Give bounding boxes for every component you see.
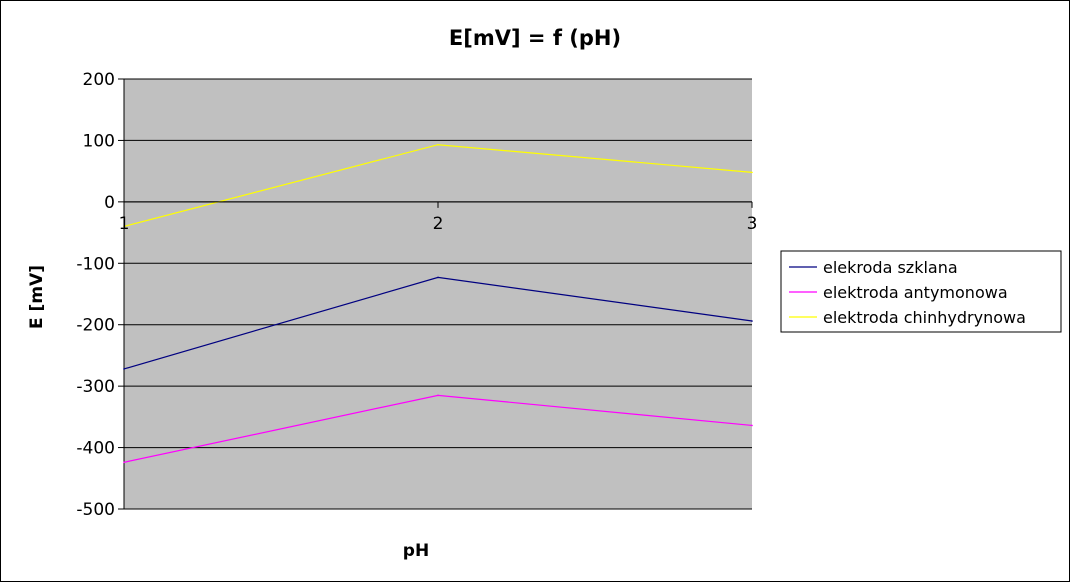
legend-box xyxy=(780,250,1062,333)
data-point xyxy=(437,143,439,146)
legend-items: elekroda szklana elektroda antymonowa elek… xyxy=(789,258,1026,327)
data-point xyxy=(437,276,439,279)
data-point xyxy=(751,424,753,427)
y-tick-label: 200 xyxy=(83,70,115,90)
y-tick-label: -400 xyxy=(76,439,115,459)
x-tick-label: 2 xyxy=(433,214,444,234)
data-point xyxy=(437,394,439,397)
y-tick-label: -300 xyxy=(76,377,115,397)
y-tick-label: 0 xyxy=(104,193,115,213)
legend: elekroda szklana elektroda antymonowa elek… xyxy=(780,250,1062,333)
plot-area xyxy=(124,79,752,509)
chart-title: E[mV] = f (pH) xyxy=(449,26,621,50)
legend-label: elektroda chinhydrynowa xyxy=(823,308,1026,327)
y-tick-label: -100 xyxy=(76,254,115,274)
y-axis-title: E [mV] xyxy=(27,265,47,329)
legend-label: elekroda szklana xyxy=(823,258,958,277)
x-axis-title: pH xyxy=(403,541,429,561)
y-tick-label: -200 xyxy=(76,316,115,336)
x-tick-label: 3 xyxy=(747,214,758,234)
y-axis: 200 100 0 -100 -200 -300 -400 -500 xyxy=(76,70,125,520)
x-axis: 1 2 3 xyxy=(119,201,758,234)
x-tick-label: 1 xyxy=(119,214,130,234)
data-point xyxy=(123,368,125,370)
data-point xyxy=(751,171,753,174)
data-point xyxy=(751,320,753,322)
data-point xyxy=(123,225,125,228)
series-lines xyxy=(123,143,753,464)
data-point xyxy=(123,461,125,464)
y-tick-label: 100 xyxy=(83,131,115,151)
legend-label: elektroda antymonowa xyxy=(823,283,1008,302)
y-tick-label: -500 xyxy=(76,500,115,520)
